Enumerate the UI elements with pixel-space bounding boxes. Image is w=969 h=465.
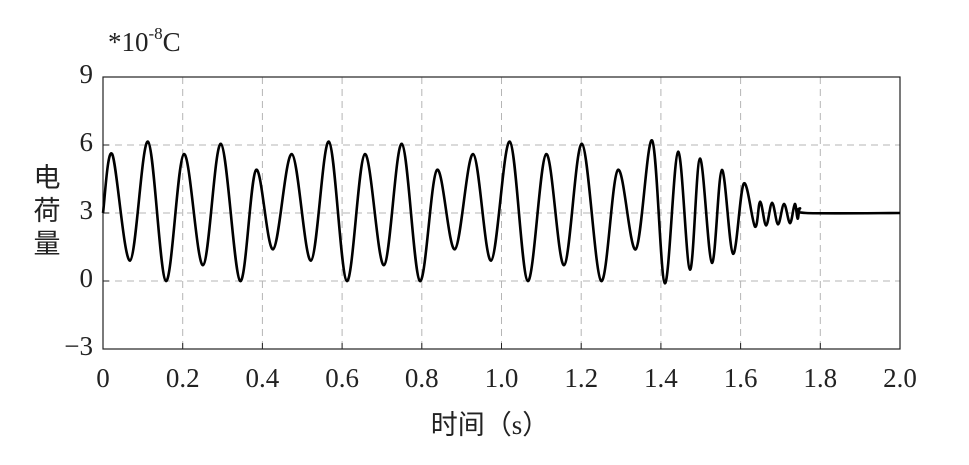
x-tick-label: 1.2 [564, 363, 598, 393]
x-tick-label: 1.8 [803, 363, 837, 393]
x-tick-label: 0.2 [166, 363, 200, 393]
unit-name: C [163, 27, 181, 57]
unit-exponent: -8 [149, 24, 163, 43]
y-label: 荷 [34, 196, 61, 226]
x-tick-label: 1.6 [724, 363, 758, 393]
x-tick-label: 1.0 [485, 363, 519, 393]
y-tick-label: 6 [80, 127, 94, 157]
x-tick-label: 0.8 [405, 363, 439, 393]
y-unit: *10-8C [108, 24, 181, 57]
x-label: 时间（s） [431, 410, 550, 440]
x-tick-label: 0.6 [325, 363, 359, 393]
y-tick-label: 0 [80, 263, 94, 293]
y-tick-label: −3 [64, 331, 93, 361]
y-label: 量 [34, 229, 61, 259]
unit-base: *10 [108, 27, 149, 57]
y-tick-label: 3 [80, 195, 94, 225]
x-tick-label: 0 [96, 363, 110, 393]
x-tick-label: 2.0 [883, 363, 917, 393]
y-label: 电 [34, 163, 61, 193]
y-tick-label: 9 [80, 59, 94, 89]
x-tick-label: 0.4 [246, 363, 280, 393]
data-line [101, 139, 901, 285]
x-tick-label: 1.4 [644, 363, 678, 393]
